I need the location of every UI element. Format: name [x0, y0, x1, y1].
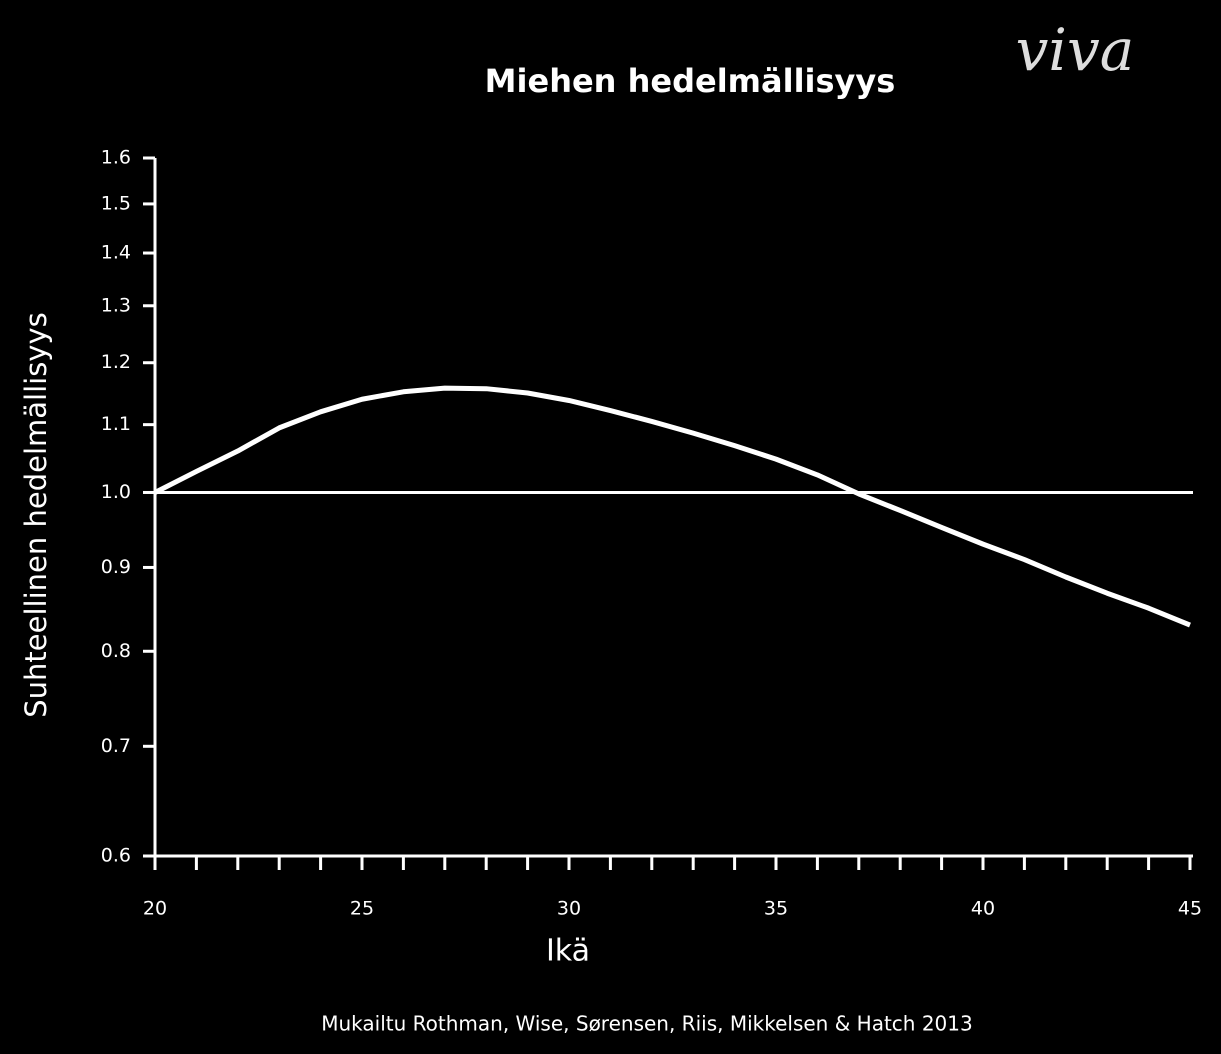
source-note: Mukailtu Rothman, Wise, Sørensen, Riis, …	[321, 1012, 972, 1036]
x-tick-label: 35	[764, 898, 788, 920]
x-tick-label: 40	[971, 898, 995, 920]
y-tick-label: 0.6	[101, 845, 131, 867]
y-tick-label: 1.6	[101, 147, 131, 169]
y-tick-label: 0.9	[101, 556, 131, 578]
y-tick-label: 0.8	[101, 640, 131, 662]
y-tick-label: 1.3	[101, 294, 131, 316]
y-tick-label: 1.1	[101, 413, 131, 435]
x-tick-label: 30	[557, 898, 581, 920]
chart-title: Miehen hedelmällisyys	[485, 62, 896, 100]
y-tick-label: 1.0	[101, 481, 131, 503]
y-tick-label: 0.7	[101, 735, 131, 757]
data-line	[153, 385, 1191, 628]
y-axis-label: Suhteellinen hedelmällisyys	[19, 312, 53, 717]
x-tick-label: 20	[143, 898, 167, 920]
logo: viva	[1016, 16, 1135, 84]
x-tick-label: 25	[350, 898, 374, 920]
y-tick-label: 1.5	[101, 192, 131, 214]
y-tick-label: 1.4	[101, 242, 131, 264]
x-axis-label: Ikä	[546, 934, 590, 969]
x-tick-label: 45	[1178, 898, 1202, 920]
y-tick-label: 1.2	[101, 351, 131, 373]
